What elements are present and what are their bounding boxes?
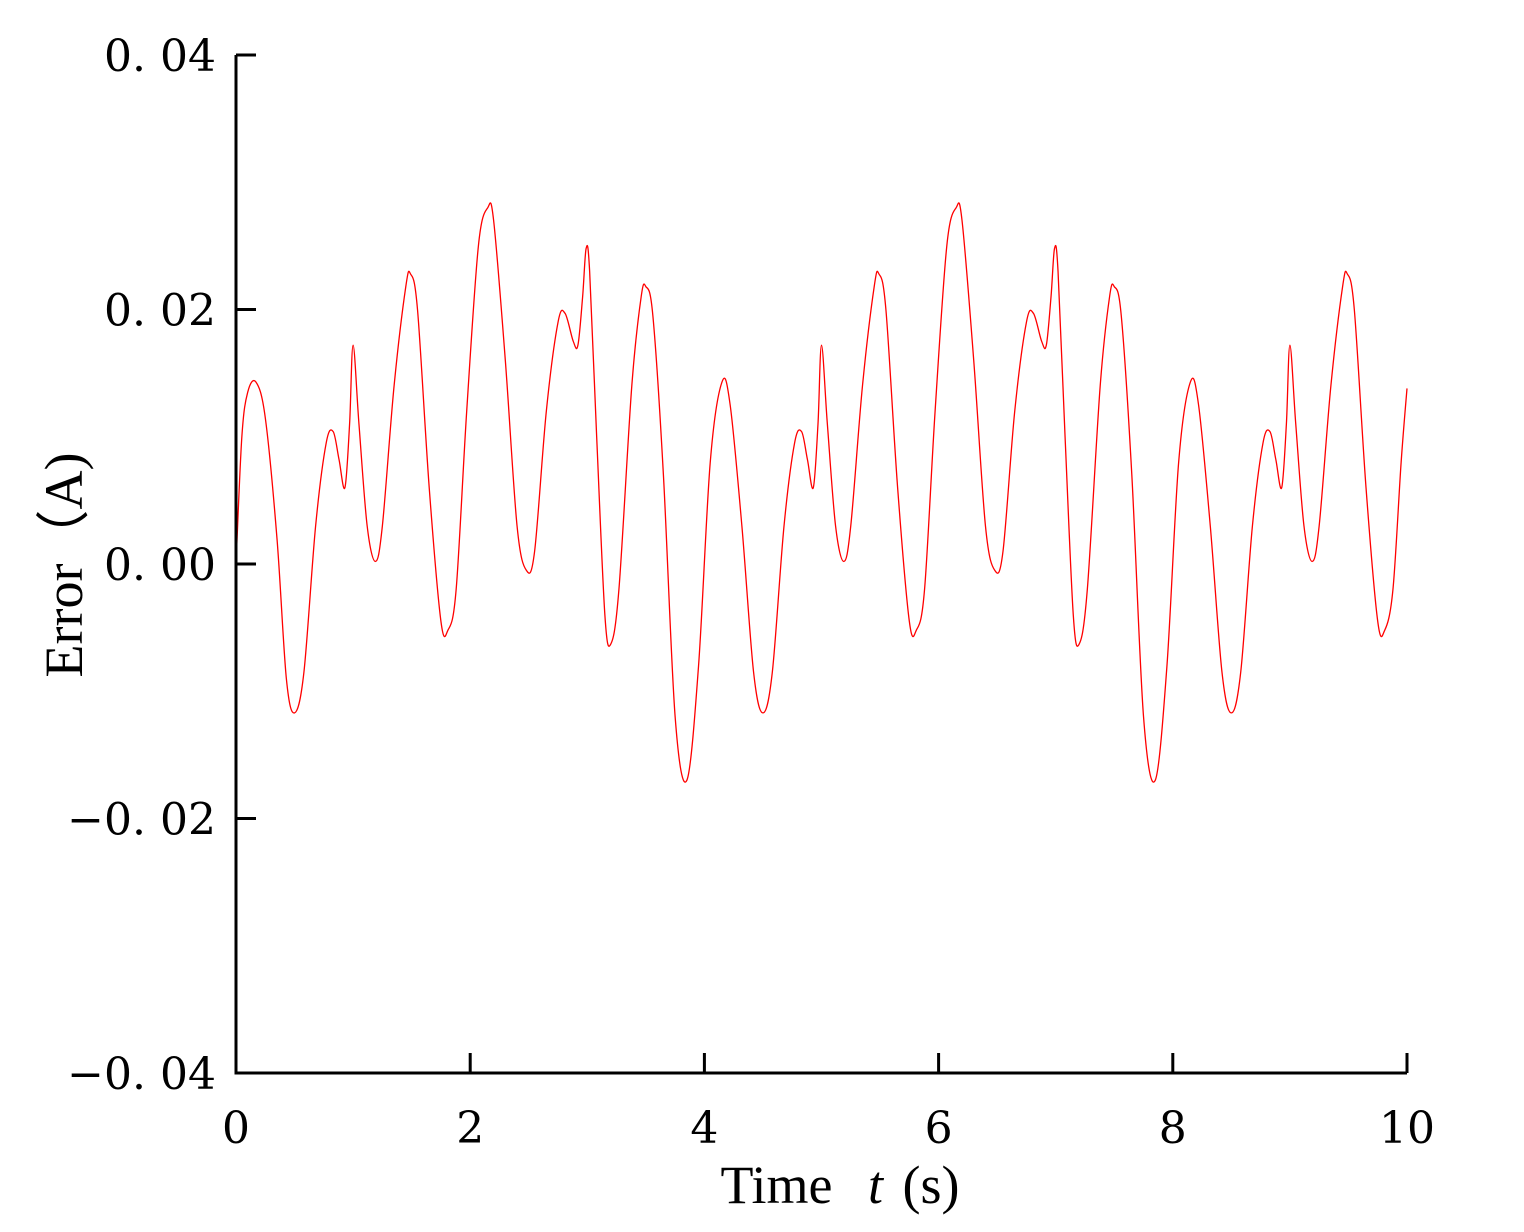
y-tick-label: 0. 02 [104, 286, 216, 337]
x-tick-label: 2 [456, 1103, 484, 1154]
x-axis-label: Time [720, 1155, 832, 1215]
x-tick-label: 0 [222, 1103, 250, 1154]
y-tick-label: 0. 04 [104, 31, 216, 82]
x-axis-title: Time t (s) [720, 1155, 959, 1215]
y-tick-label: 0. 00 [104, 540, 216, 591]
y-tick-label: −0. 04 [67, 1049, 216, 1100]
x-axis-ticks: 0 2 4 6 8 10 [222, 1053, 1435, 1154]
x-tick-label: 6 [925, 1103, 953, 1154]
x-tick-label: 4 [690, 1103, 718, 1154]
y-axis-title: Error（A) [34, 453, 94, 678]
x-axis-variable: t [868, 1155, 885, 1215]
x-tick-label: 8 [1159, 1103, 1187, 1154]
error-series-line [235, 202, 1408, 783]
x-tick-label: 10 [1379, 1103, 1435, 1154]
axes-frame [234, 55, 1407, 1075]
x-axis-unit: (s) [903, 1155, 960, 1215]
y-axis-ticks: −0. 04 −0. 02 0. 00 0. 02 0. 04 [67, 31, 256, 1100]
y-tick-label: −0. 02 [67, 795, 216, 846]
